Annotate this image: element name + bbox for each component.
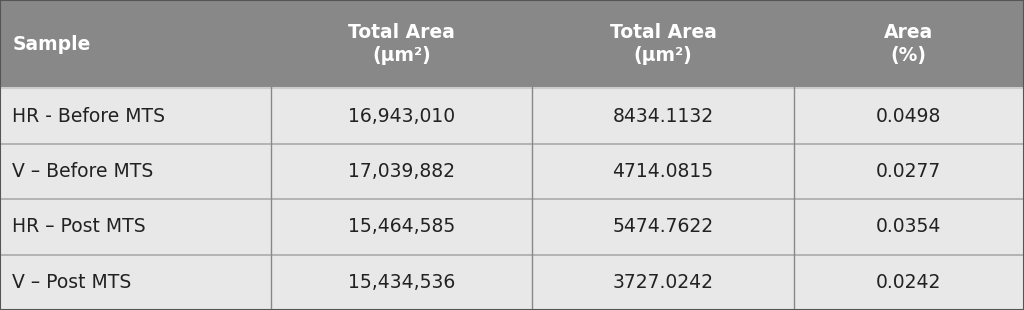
Text: 15,434,536: 15,434,536 [348,273,456,292]
Text: V – Post MTS: V – Post MTS [12,273,131,292]
Text: 17,039,882: 17,039,882 [348,162,456,181]
Text: 15,464,585: 15,464,585 [348,217,456,237]
Text: Total Area
(μm²): Total Area (μm²) [609,23,717,65]
Bar [0,0,1024,88]
Text: HR - Before MTS: HR - Before MTS [12,107,165,126]
Text: Area
(%): Area (%) [884,23,934,65]
Text: Sample: Sample [12,35,91,54]
Text: 0.0354: 0.0354 [877,217,941,237]
Bar [0,144,1024,199]
Text: Total Area
(μm²): Total Area (μm²) [348,23,456,65]
Text: 0.0277: 0.0277 [877,162,941,181]
Text: 0.0498: 0.0498 [877,107,941,126]
Text: 0.0242: 0.0242 [877,273,941,292]
Text: 16,943,010: 16,943,010 [348,107,456,126]
Bar [0,199,1024,255]
Text: 3727.0242: 3727.0242 [612,273,714,292]
Text: 5474.7622: 5474.7622 [612,217,714,237]
Text: 4714.0815: 4714.0815 [612,162,714,181]
Text: V – Before MTS: V – Before MTS [12,162,154,181]
Text: 8434.1132: 8434.1132 [612,107,714,126]
Text: HR – Post MTS: HR – Post MTS [12,217,145,237]
Bar [0,255,1024,310]
Bar [0,88,1024,144]
